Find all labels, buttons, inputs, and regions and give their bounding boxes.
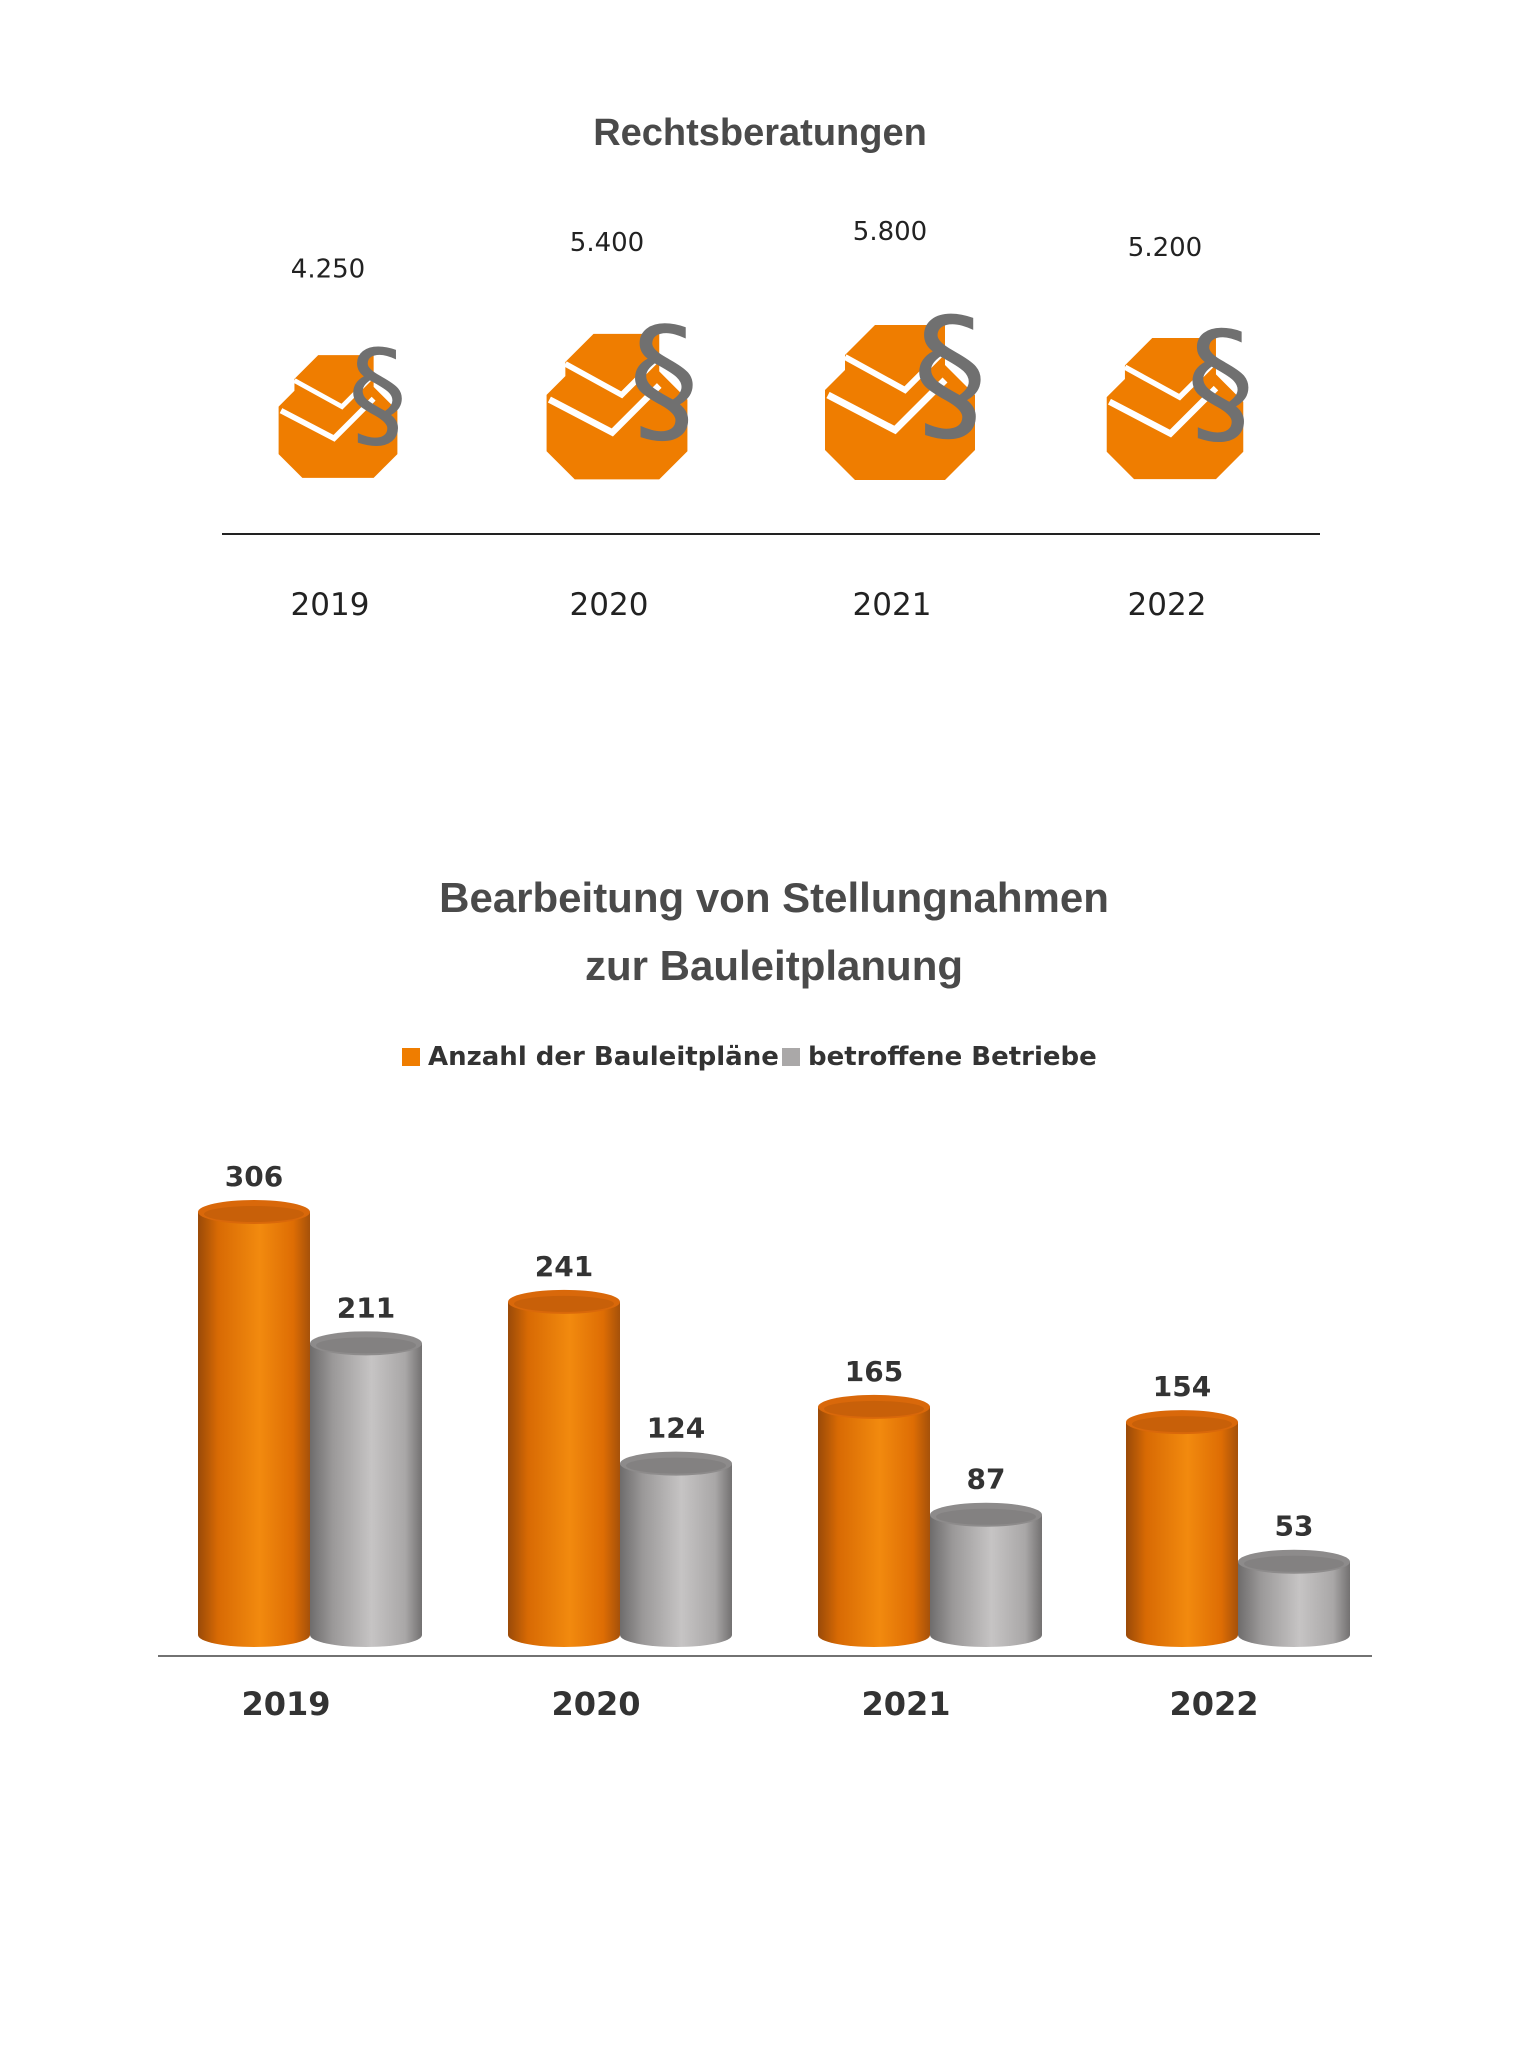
- rechtsberatung-year-2019: 2019: [291, 587, 370, 623]
- chart-bauleitplanung: Bearbeitung von Stellungnahmen zur Baule…: [158, 874, 1372, 1723]
- legend-label-betriebe: betroffene Betriebe: [808, 1042, 1097, 1072]
- bar-bauleitplaene-2020: [508, 1289, 620, 1647]
- bar-value-betriebe-2022: 53: [1275, 1510, 1314, 1543]
- rechtsberatung-value-2019: 4.250: [291, 254, 365, 284]
- bar-year-2022: 2022: [1169, 1685, 1258, 1723]
- bar-value-bauleitplaene-2020: 241: [535, 1250, 593, 1283]
- bar-value-bauleitplaene-2021: 165: [845, 1355, 903, 1388]
- bar-value-bauleitplaene-2022: 154: [1153, 1370, 1211, 1403]
- paragraph-icon: §: [1186, 303, 1254, 462]
- rechtsberatung-year-2020: 2020: [570, 587, 649, 623]
- legend-swatch-grey: [782, 1048, 800, 1066]
- bar-bauleitplaene-2019: [198, 1200, 310, 1647]
- bar-year-2019: 2019: [241, 1685, 330, 1723]
- legend-swatch-orange: [402, 1048, 420, 1066]
- paragraph-icon: §: [913, 287, 988, 461]
- bar-betriebe-2020: [620, 1451, 732, 1647]
- bar-value-betriebe-2020: 124: [647, 1412, 705, 1445]
- rechtsberatung-icon-2019: §: [278, 325, 407, 478]
- rechtsberatung-icon-2021: §: [825, 287, 988, 480]
- bar-year-2020: 2020: [551, 1685, 640, 1723]
- bar-betriebe-2019: [310, 1331, 422, 1647]
- bar-value-betriebe-2019: 211: [337, 1291, 395, 1324]
- chart-rechtsberatungen: Rechtsberatungen § 4.250 2019 § 5.400 2020 § 5.…: [222, 112, 1320, 623]
- rechtsberatung-icon-2020: §: [546, 298, 699, 480]
- rechtsberatung-value-2021: 5.800: [853, 217, 927, 247]
- rechtsberatung-year-2022: 2022: [1128, 587, 1207, 623]
- paragraph-icon: §: [348, 325, 407, 463]
- bar-year-2021: 2021: [861, 1685, 950, 1723]
- rechtsberatung-value-2022: 5.200: [1128, 233, 1202, 263]
- bar-bauleitplaene-2021: [818, 1394, 930, 1647]
- paragraph-icon: §: [629, 298, 699, 462]
- bar-betriebe-2022: [1238, 1549, 1350, 1647]
- bar-value-bauleitplaene-2019: 306: [225, 1160, 283, 1193]
- bar-betriebe-2021: [930, 1502, 1042, 1647]
- chart1-title: Rechtsberatungen: [593, 112, 927, 154]
- rechtsberatung-value-2020: 5.400: [570, 228, 644, 258]
- chart2-title-line2: zur Bauleitplanung: [585, 942, 963, 989]
- legend-label-bauleitplaene: Anzahl der Bauleitpläne: [428, 1042, 779, 1072]
- chart2-title-line1: Bearbeitung von Stellungnahmen: [439, 874, 1109, 921]
- rechtsberatung-year-2021: 2021: [853, 587, 932, 623]
- legend: Anzahl der Bauleitpläne betroffene Betri…: [402, 1042, 1097, 1072]
- bar-bauleitplaene-2022: [1126, 1410, 1238, 1647]
- rechtsberatung-icon-2022: §: [1106, 303, 1255, 480]
- bar-value-betriebe-2021: 87: [967, 1463, 1006, 1496]
